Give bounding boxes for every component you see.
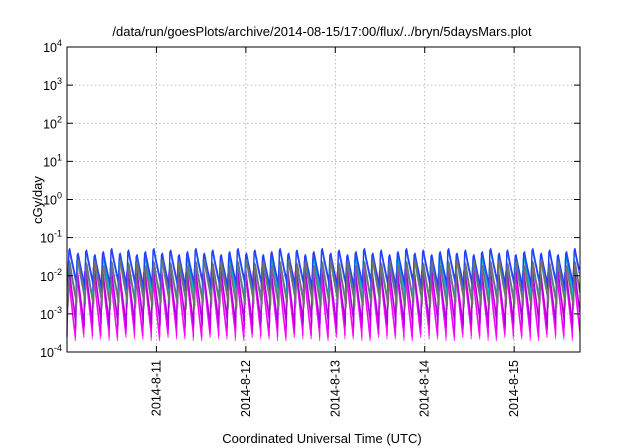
x-tick-label: 2014-8-11	[149, 360, 163, 416]
y-tick-label: 10-4	[40, 343, 62, 360]
chart-title: /data/run/goesPlots/archive/2014-08-15/1…	[112, 24, 532, 39]
x-axis-label: Coordinated Universal Time (UTC)	[222, 431, 421, 446]
x-tick-label: 2014-8-13	[328, 360, 342, 417]
y-tick-label: 102	[43, 114, 62, 131]
x-tick-label: 2014-8-12	[239, 360, 253, 417]
x-tick-label: 2014-8-14	[418, 360, 432, 417]
x-axis: 2014-8-11 2014-8-12 2014-8-13 2014-8-14 2014…	[149, 47, 521, 417]
series-line	[67, 259, 581, 307]
y-tick-label: 10-2	[40, 267, 62, 284]
series-group	[66, 247, 581, 341]
y-tick-label: 10-1	[40, 229, 62, 246]
series-line	[67, 247, 580, 288]
series-line-shadow	[67, 250, 580, 292]
y-axis: 10-4 10-3 10-2 10-1 100 101 102 103 104	[40, 38, 580, 360]
y-axis-label: cGy/day	[30, 176, 45, 224]
y-tick-label: 10-3	[40, 305, 62, 322]
series-line-shadow	[67, 261, 580, 310]
x-tick-label: 2014-8-15	[507, 360, 521, 417]
y-tick-label: 100	[43, 191, 62, 208]
y-tick-label: 104	[43, 38, 62, 55]
y-tick-label: 101	[43, 152, 62, 169]
y-tick-label: 103	[43, 76, 62, 93]
